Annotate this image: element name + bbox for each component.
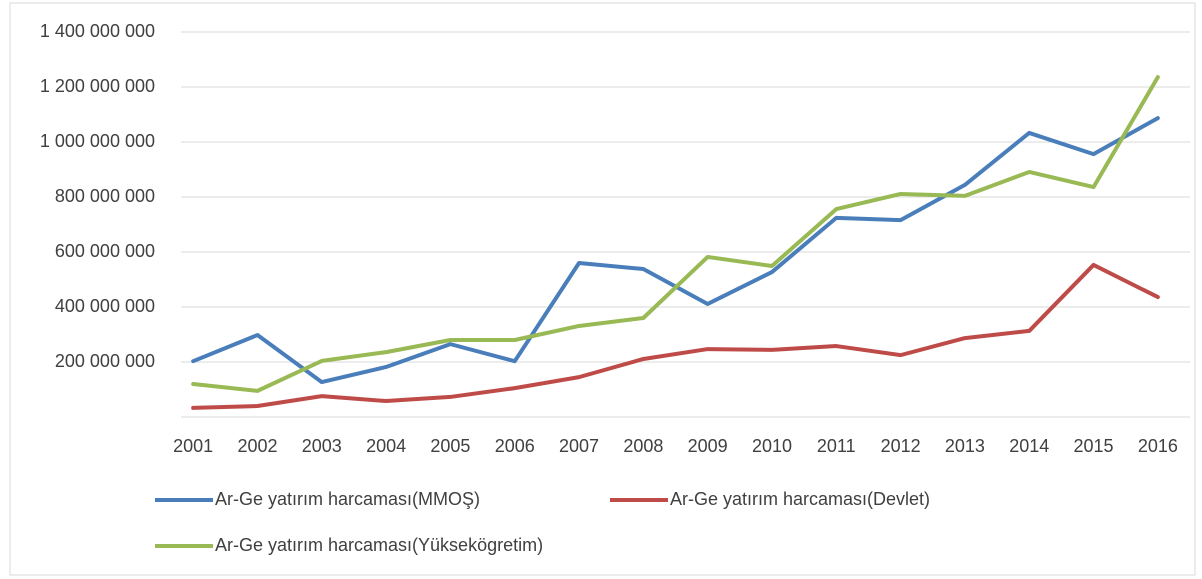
y-tick-label: 1 000 000 000: [40, 131, 155, 151]
x-tick-label: 2009: [688, 436, 728, 456]
x-tick-label: 2002: [237, 436, 277, 456]
series-line: [191, 75, 1160, 393]
chart-frame: [9, 2, 1196, 576]
legend-label: Ar-Ge yatırım harcaması(Devlet): [670, 489, 930, 509]
y-tick-label: 1 400 000 000: [40, 21, 155, 41]
x-tick-label: 2005: [430, 436, 470, 456]
y-tick-label: 600 000 000: [55, 241, 155, 261]
x-tick-label: 2015: [1074, 436, 1114, 456]
x-tick-label: 2003: [302, 436, 342, 456]
x-tick-label: 2004: [366, 436, 406, 456]
legend-label: Ar-Ge yatırım harcaması(MMOŞ): [215, 489, 480, 509]
legend-label: Ar-Ge yatırım harcaması(Yüksekögretim): [215, 535, 543, 555]
y-tick-label: 800 000 000: [55, 186, 155, 206]
x-tick-label: 2006: [495, 436, 535, 456]
x-tick-label: 2008: [623, 436, 663, 456]
x-tick-label: 2012: [881, 436, 921, 456]
x-tick-label: 2014: [1009, 436, 1049, 456]
y-tick-label: 1 200 000 000: [40, 76, 155, 96]
y-tick-label: 200 000 000: [55, 351, 155, 371]
x-tick-label: 2013: [945, 436, 985, 456]
y-tick-label: 400 000 000: [55, 296, 155, 316]
x-tick-label: 2010: [752, 436, 792, 456]
series-line: [191, 262, 1160, 410]
x-tick-label: 2016: [1138, 436, 1178, 456]
x-tick-label: 2011: [817, 436, 856, 456]
x-tick-label: 2001: [173, 436, 213, 456]
x-tick-label: 2007: [559, 436, 599, 456]
